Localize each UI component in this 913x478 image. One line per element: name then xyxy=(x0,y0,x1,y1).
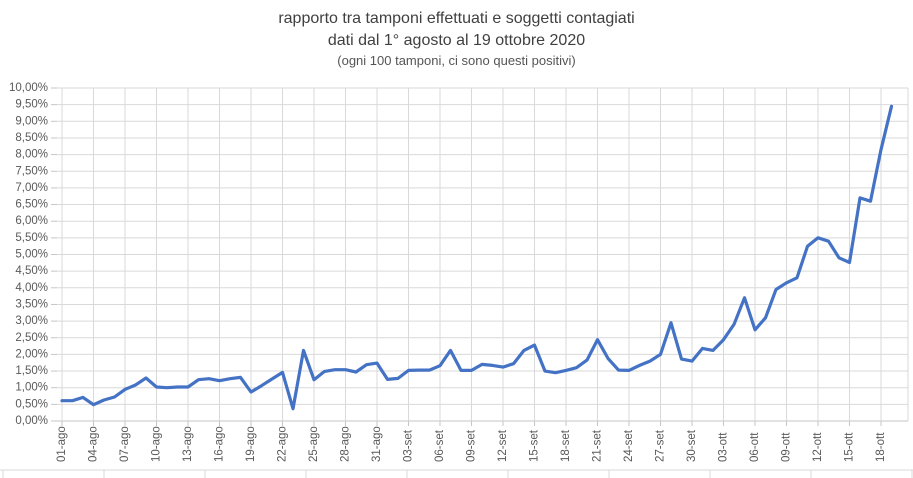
x-tick-label: 06-set xyxy=(434,429,446,462)
x-tick-label: 22-ago xyxy=(277,426,289,462)
x-tick-label: 03-set xyxy=(403,429,415,462)
y-tick-label: 9,50% xyxy=(15,99,48,111)
data-series-line xyxy=(60,104,894,411)
x-tick-label: 15-set xyxy=(529,429,541,462)
y-tick-label: 3,50% xyxy=(15,298,48,310)
y-tick-label: 3,00% xyxy=(15,315,48,327)
y-tick-label: 5,00% xyxy=(15,249,48,261)
y-tick-label: 4,00% xyxy=(15,282,48,294)
x-tick-label: 09-set xyxy=(466,429,478,462)
y-tick-label: 6,00% xyxy=(15,215,48,227)
y-tick-label: 2,00% xyxy=(15,348,48,360)
x-tick-label: 25-ago xyxy=(308,426,320,462)
x-tick-label: 04-ago xyxy=(88,426,100,462)
y-tick-label: 2,50% xyxy=(15,332,48,344)
x-tick-label: 18-ott xyxy=(875,432,887,462)
y-tick-label: 10,00% xyxy=(9,82,48,94)
y-tick-label: 1,00% xyxy=(15,382,48,394)
x-tick-label: 03-ott xyxy=(718,432,730,462)
y-tick-label: 4,50% xyxy=(15,265,48,277)
y-tick-label: 1,50% xyxy=(15,365,48,377)
x-tick-label: 12-ott xyxy=(812,432,824,462)
x-tick-label: 16-ago xyxy=(214,426,226,462)
x-tick-label: 18-set xyxy=(560,429,572,462)
x-tick-label: 01-ago xyxy=(56,426,68,462)
x-tick-label: 30-set xyxy=(686,429,698,462)
y-tick-label: 7,00% xyxy=(15,182,48,194)
x-tick-label: 10-ago xyxy=(151,426,163,462)
y-tick-label: 5,50% xyxy=(15,232,48,244)
y-tick-label: 0,00% xyxy=(15,415,48,427)
x-tick-label: 31-ago xyxy=(371,426,383,462)
x-tick-label: 13-ago xyxy=(182,426,194,462)
y-tick-label: 6,50% xyxy=(15,199,48,211)
x-tick-label: 24-set xyxy=(623,429,635,462)
x-tick-label: 27-set xyxy=(655,429,667,462)
y-tick-label: 7,50% xyxy=(15,165,48,177)
x-tick-label: 28-ago xyxy=(340,426,352,462)
y-tick-label: 0,50% xyxy=(15,398,48,410)
x-tick-label: 12-set xyxy=(497,429,509,462)
x-tick-label: 06-ott xyxy=(749,432,761,462)
x-tick-label: 19-ago xyxy=(245,426,257,462)
x-tick-label: 21-set xyxy=(592,429,604,462)
y-tick-label: 8,50% xyxy=(15,132,48,144)
x-tick-label: 15-ott xyxy=(844,432,856,462)
y-tick-label: 9,00% xyxy=(15,115,48,127)
x-tick-label: 09-ott xyxy=(781,432,793,462)
y-tick-label: 8,00% xyxy=(15,149,48,161)
x-tick-label: 07-ago xyxy=(119,426,131,462)
